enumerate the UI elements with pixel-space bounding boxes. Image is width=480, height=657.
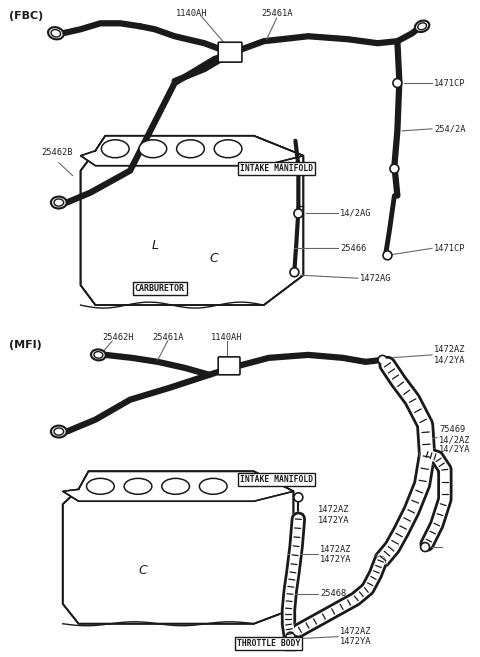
Text: 75469: 75469 bbox=[439, 425, 465, 434]
Ellipse shape bbox=[86, 478, 114, 494]
Circle shape bbox=[378, 355, 387, 365]
Circle shape bbox=[294, 209, 303, 218]
Text: 1472YA: 1472YA bbox=[320, 555, 352, 564]
Ellipse shape bbox=[214, 140, 242, 158]
Ellipse shape bbox=[54, 199, 63, 206]
Text: 1472AZ: 1472AZ bbox=[318, 505, 349, 514]
FancyBboxPatch shape bbox=[218, 42, 242, 62]
Text: 1471CP: 1471CP bbox=[434, 244, 466, 253]
Ellipse shape bbox=[51, 426, 67, 438]
Circle shape bbox=[294, 493, 303, 502]
Ellipse shape bbox=[124, 478, 152, 494]
Text: 25461A: 25461A bbox=[152, 334, 183, 342]
Text: 14/2YA: 14/2YA bbox=[439, 445, 470, 454]
Text: 1140AH: 1140AH bbox=[211, 334, 243, 342]
Polygon shape bbox=[81, 136, 303, 305]
Ellipse shape bbox=[139, 140, 167, 158]
Text: 1472AZ: 1472AZ bbox=[340, 627, 372, 636]
Text: 14/2AG: 14/2AG bbox=[340, 209, 372, 218]
Text: 1471CP: 1471CP bbox=[434, 79, 466, 87]
Polygon shape bbox=[63, 471, 293, 623]
Ellipse shape bbox=[51, 30, 60, 37]
Ellipse shape bbox=[48, 27, 64, 39]
Text: 1140AH: 1140AH bbox=[176, 9, 207, 18]
Ellipse shape bbox=[94, 351, 103, 358]
Ellipse shape bbox=[418, 23, 426, 30]
Text: 25466: 25466 bbox=[340, 244, 366, 253]
Ellipse shape bbox=[199, 478, 227, 494]
Ellipse shape bbox=[91, 350, 106, 361]
Text: 25461A: 25461A bbox=[261, 9, 292, 18]
Text: 25468: 25468 bbox=[320, 589, 347, 599]
Text: C: C bbox=[210, 252, 218, 265]
Text: 1472YA: 1472YA bbox=[318, 516, 349, 525]
Text: CARBURETOR: CARBURETOR bbox=[135, 284, 185, 292]
Ellipse shape bbox=[101, 140, 129, 158]
Ellipse shape bbox=[51, 196, 67, 208]
Polygon shape bbox=[81, 136, 303, 166]
Text: INTAKE MANIFOLD: INTAKE MANIFOLD bbox=[240, 164, 313, 173]
Ellipse shape bbox=[162, 478, 190, 494]
Ellipse shape bbox=[177, 140, 204, 158]
Text: 1472AZ: 1472AZ bbox=[320, 545, 352, 554]
Text: 254/2A: 254/2A bbox=[434, 124, 466, 133]
Text: (MFI): (MFI) bbox=[9, 340, 42, 350]
Text: 1472AZ: 1472AZ bbox=[434, 346, 466, 354]
Text: THROTTLE BODY: THROTTLE BODY bbox=[237, 639, 300, 648]
Text: (FBC): (FBC) bbox=[9, 11, 44, 21]
Text: 14/2AZ: 14/2AZ bbox=[439, 435, 470, 444]
Text: L: L bbox=[151, 239, 158, 252]
Text: 1472AG: 1472AG bbox=[360, 274, 391, 283]
Circle shape bbox=[393, 79, 402, 87]
Text: 14/2YA: 14/2YA bbox=[434, 355, 466, 365]
Circle shape bbox=[290, 268, 299, 277]
Text: 1472YA: 1472YA bbox=[340, 637, 372, 646]
Polygon shape bbox=[63, 471, 293, 501]
Circle shape bbox=[420, 543, 430, 552]
Circle shape bbox=[390, 164, 399, 173]
Circle shape bbox=[383, 251, 392, 260]
Ellipse shape bbox=[54, 428, 63, 435]
Text: 25462B: 25462B bbox=[41, 148, 72, 157]
Text: INTAKE MANIFOLD: INTAKE MANIFOLD bbox=[240, 475, 313, 484]
Circle shape bbox=[376, 556, 385, 566]
Circle shape bbox=[286, 632, 295, 641]
Text: C: C bbox=[138, 564, 147, 577]
Text: 25462H: 25462H bbox=[102, 334, 134, 342]
FancyBboxPatch shape bbox=[218, 357, 240, 374]
Ellipse shape bbox=[415, 20, 429, 32]
